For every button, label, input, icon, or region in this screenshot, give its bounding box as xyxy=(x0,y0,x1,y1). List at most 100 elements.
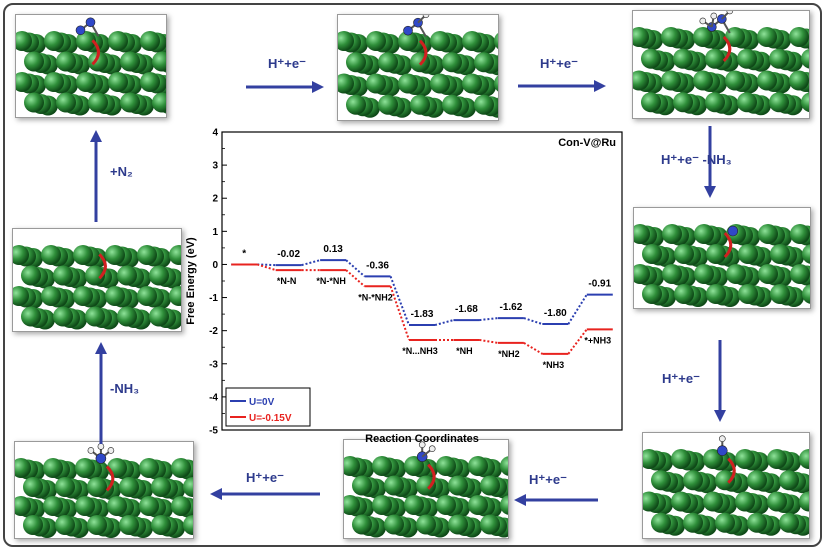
ru-atom xyxy=(85,306,105,327)
ru-atom xyxy=(799,491,809,512)
ru-atom xyxy=(703,491,723,512)
chart-title: Con-V@Ru xyxy=(558,137,616,149)
ru-atom xyxy=(404,456,424,476)
structure-panel-6 xyxy=(343,439,509,539)
ru-atom xyxy=(651,512,671,533)
ru-atom xyxy=(15,458,31,478)
ru-atom xyxy=(801,48,809,69)
x-axis-label: Reaction Coordinates xyxy=(365,433,479,445)
ru-atom xyxy=(737,92,757,113)
ru-atom xyxy=(758,264,778,284)
ru-atom xyxy=(737,48,757,69)
vacancy-marker xyxy=(418,39,428,66)
adsorbate-atom xyxy=(699,17,707,25)
ru-atom xyxy=(770,284,790,304)
ru-atom xyxy=(151,515,171,535)
ru-atom xyxy=(705,92,725,113)
ru-atom xyxy=(462,31,482,51)
state-label: *N-*NH2 xyxy=(358,292,393,302)
legend-label-u015: U=-0.15V xyxy=(249,413,292,424)
adsorbate-atom xyxy=(95,453,107,464)
connector-U=-0.15V xyxy=(479,338,499,344)
legend-box xyxy=(225,387,311,427)
y-tick-label: 2 xyxy=(212,194,218,205)
ru-atom xyxy=(117,306,137,327)
value-label: -1.68 xyxy=(455,304,478,315)
ru-atom xyxy=(693,70,713,91)
ru-atom xyxy=(338,73,354,94)
ru-atom xyxy=(24,92,44,113)
adsorbate-atom xyxy=(418,441,426,449)
connector-U=0V xyxy=(345,259,366,278)
structure-panel-3 xyxy=(632,10,810,119)
ru-atom xyxy=(139,458,159,478)
ru-atom xyxy=(56,51,76,72)
structure-image xyxy=(15,443,193,538)
ru-atom xyxy=(735,491,755,512)
ru-atom xyxy=(468,456,488,476)
ru-atom xyxy=(43,496,63,516)
vacancy-marker xyxy=(722,35,732,63)
ru-atom xyxy=(346,94,366,115)
ru-atom xyxy=(767,449,787,469)
ru-atom xyxy=(13,286,29,306)
connector-U=0V xyxy=(479,317,498,322)
ru-atom xyxy=(366,31,386,51)
ru-atom xyxy=(76,72,96,92)
ru-atom xyxy=(683,470,703,491)
ru-atom xyxy=(41,286,61,306)
y-tick-label: 3 xyxy=(212,161,218,172)
ru-atom xyxy=(107,496,127,516)
structure-image xyxy=(338,15,498,118)
ru-atom xyxy=(643,449,659,469)
ru-atom xyxy=(642,244,662,264)
ru-atom xyxy=(55,477,75,497)
ru-atom xyxy=(770,244,790,264)
ru-atom xyxy=(53,306,73,327)
state-label: *N...NH3 xyxy=(402,346,438,356)
ru-atom xyxy=(673,92,693,113)
ru-atom xyxy=(183,477,193,497)
ru-atom xyxy=(789,70,809,91)
legend-label-u0: U=0V xyxy=(249,397,275,408)
connector-U=-0.15V xyxy=(567,328,588,355)
ru-atom xyxy=(500,456,508,476)
connector-U=-0.15V xyxy=(523,342,543,355)
ru-atom xyxy=(694,264,714,284)
ru-atom xyxy=(43,458,63,478)
state-label: *N-N xyxy=(277,276,297,286)
labels-layer: * -0.02 0.13 -0.36 -1.83 -1.68 -1.62 -1.80 -0.91… xyxy=(242,244,611,370)
y-tick-label: -2 xyxy=(209,326,218,337)
y-tick-label: -4 xyxy=(209,392,218,403)
ru-atom xyxy=(634,264,650,284)
step-label-right-1: H⁺+e⁻ xyxy=(268,56,306,71)
ru-atom xyxy=(802,244,810,264)
ru-atom xyxy=(55,515,75,535)
step-label-right-2: H⁺+e⁻ xyxy=(540,56,578,71)
structure-image xyxy=(633,11,809,116)
ru-atom xyxy=(643,491,659,512)
ru-atom xyxy=(706,244,726,264)
ru-atom xyxy=(462,73,482,94)
ru-atom xyxy=(706,284,726,304)
arrow-down-1 xyxy=(704,126,716,198)
ru-atom xyxy=(137,286,157,306)
connector-U=0V xyxy=(567,294,588,325)
ru-atom xyxy=(633,70,649,91)
ru-atom xyxy=(651,470,671,491)
ru-atom xyxy=(735,449,755,469)
ru-atom xyxy=(474,52,494,73)
y-tick-label: 1 xyxy=(212,227,218,238)
structure-panel-2 xyxy=(337,14,499,121)
ru-atom xyxy=(673,48,693,69)
ru-atom xyxy=(634,224,650,244)
ru-atom xyxy=(384,475,404,496)
ru-atom xyxy=(169,286,181,306)
ru-atom xyxy=(398,73,418,94)
connector-U=0V xyxy=(523,317,543,325)
vacancy-marker xyxy=(105,465,115,492)
structure-panel-1 xyxy=(15,14,167,118)
ru-atom xyxy=(474,94,494,115)
ru-atom xyxy=(662,264,682,284)
ru-atom xyxy=(53,265,73,286)
